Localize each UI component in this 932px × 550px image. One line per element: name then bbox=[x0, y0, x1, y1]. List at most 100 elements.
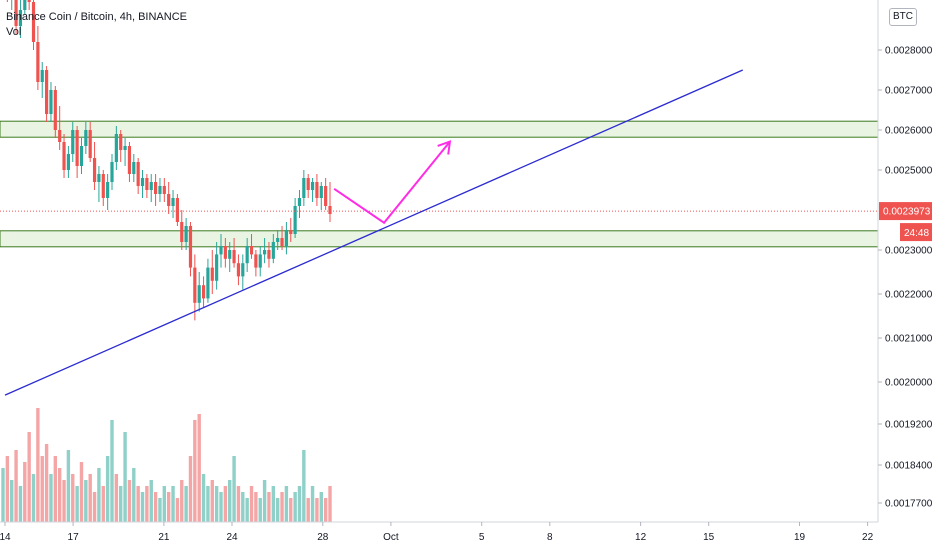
price-tick-label: 0.0028000 bbox=[885, 46, 932, 57]
volume-bar bbox=[306, 498, 310, 522]
candle-body bbox=[66, 154, 70, 170]
volume-bar bbox=[62, 480, 66, 522]
volume-bar bbox=[40, 456, 44, 522]
volume-bar bbox=[193, 420, 197, 522]
volume-bar bbox=[245, 498, 249, 522]
volume-bar bbox=[175, 498, 180, 522]
candle-body bbox=[280, 238, 284, 246]
volume-bar bbox=[223, 486, 228, 522]
candle-body bbox=[23, 0, 27, 10]
volume-bar bbox=[23, 462, 27, 522]
time-tick-label: 15 bbox=[703, 532, 715, 543]
candle-body bbox=[62, 142, 66, 170]
candle-body bbox=[49, 90, 53, 114]
volume-bar bbox=[171, 486, 175, 522]
candle-body bbox=[171, 198, 175, 206]
candle-body bbox=[241, 263, 245, 277]
volume-bar bbox=[241, 492, 245, 522]
volume-bar bbox=[31, 474, 36, 522]
projection-arrow[interactable] bbox=[333, 140, 452, 225]
price-tick-label: 0.0020000 bbox=[885, 378, 932, 389]
candle-body bbox=[254, 254, 258, 268]
candle-body bbox=[84, 130, 88, 146]
price-tick-label: 0.0017700 bbox=[885, 499, 932, 510]
candle-body bbox=[210, 267, 214, 281]
volume-bar bbox=[206, 486, 210, 522]
candle-body bbox=[306, 178, 310, 190]
time-tick-label: Oct bbox=[383, 532, 399, 543]
candle-body bbox=[263, 250, 267, 255]
candle-body bbox=[167, 194, 171, 206]
volume-bar bbox=[18, 486, 23, 522]
candle-body bbox=[228, 250, 232, 259]
candle-body bbox=[245, 246, 249, 264]
chart-legend: Binance Coin / Bitcoin, 4h, BINANCE Vol bbox=[6, 10, 187, 40]
candle-body bbox=[236, 263, 241, 277]
current-price-label: 0.0023973 24:48 bbox=[879, 202, 932, 242]
candle-body bbox=[79, 146, 84, 166]
volume-bar bbox=[184, 486, 188, 522]
volume-bar bbox=[271, 486, 276, 522]
volume-bar bbox=[284, 486, 289, 522]
zone-1 bbox=[0, 120, 879, 138]
volume-bar bbox=[49, 474, 53, 522]
volume-bar bbox=[188, 456, 193, 522]
volume-bar bbox=[280, 492, 284, 522]
candle-body bbox=[206, 267, 210, 299]
volume-bar bbox=[210, 480, 214, 522]
volume-bar bbox=[53, 456, 58, 522]
price-axis[interactable]: 0.0028000 0.0027000 0.0026000 0.0025000 0.00… bbox=[878, 46, 932, 510]
volume-bar bbox=[10, 480, 14, 522]
volume-bar bbox=[158, 498, 162, 522]
volume-bar bbox=[267, 492, 271, 522]
candle-body bbox=[140, 178, 145, 186]
candle-body bbox=[180, 222, 184, 242]
countdown-value: 24:48 bbox=[904, 228, 929, 239]
zones-layer bbox=[0, 120, 879, 248]
time-axis[interactable]: 14 17 21 24 28 Oct 5 8 12 15 19 22 bbox=[0, 521, 878, 543]
volume-bar bbox=[57, 468, 62, 522]
volume-bar bbox=[110, 420, 114, 522]
currency-badge[interactable]: BTC bbox=[889, 8, 917, 26]
volume-bar bbox=[114, 474, 119, 522]
volume-bar bbox=[123, 432, 127, 522]
candle-body bbox=[97, 174, 101, 182]
volume-bar bbox=[275, 498, 280, 522]
volume-bar bbox=[319, 492, 323, 522]
price-tick-label: 0.0026000 bbox=[885, 126, 932, 137]
current-price-value: 0.0023973 bbox=[883, 207, 931, 218]
volume-bar bbox=[5, 456, 10, 522]
candle-body bbox=[123, 146, 127, 150]
volume-bar bbox=[145, 486, 149, 522]
volume-bar bbox=[310, 486, 315, 522]
candle-body bbox=[197, 285, 201, 303]
volume-bar bbox=[297, 486, 302, 522]
volume-bar bbox=[79, 462, 84, 522]
candle-body bbox=[310, 182, 315, 190]
candle-body bbox=[149, 182, 153, 190]
volume-bar bbox=[136, 486, 140, 522]
candle-body bbox=[58, 130, 62, 142]
volume-bar bbox=[323, 498, 328, 522]
candle-body bbox=[88, 130, 92, 158]
candle-body bbox=[45, 70, 49, 114]
volume-bar bbox=[36, 408, 40, 522]
trendline[interactable] bbox=[4, 69, 744, 396]
volume-indicator-label: Vol bbox=[6, 26, 22, 38]
volume-bar bbox=[101, 486, 105, 522]
price-tick-label: 0.0019200 bbox=[885, 420, 932, 431]
candle-body bbox=[158, 186, 162, 194]
volume-bar bbox=[105, 456, 110, 522]
candle-body bbox=[145, 178, 149, 190]
volume-bar bbox=[214, 486, 219, 522]
candle-body bbox=[249, 246, 254, 255]
time-tick-label: 28 bbox=[317, 532, 329, 543]
candle-body bbox=[92, 158, 97, 182]
volume-bar bbox=[44, 444, 49, 522]
candle-body bbox=[215, 254, 219, 281]
candle-body bbox=[162, 186, 166, 194]
volume-bar bbox=[228, 480, 232, 522]
price-tick-label: 0.0018400 bbox=[885, 461, 932, 472]
volume-bar bbox=[75, 486, 79, 522]
